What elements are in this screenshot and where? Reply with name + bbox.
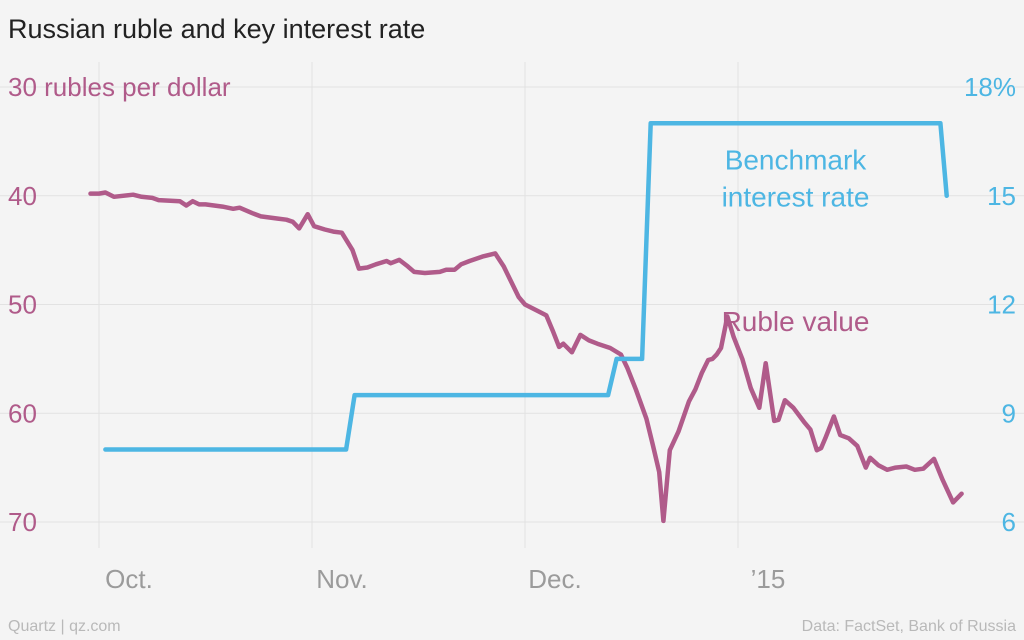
y-left-tick-label: 30 rubles per dollar [8,72,231,102]
x-tick-label: Dec. [528,564,581,594]
interest-rate-label-line1: Benchmark [725,145,868,176]
x-tick-label: ’15 [751,564,786,594]
y-left-tick-label: 60 [8,398,37,428]
ruble-value-line [88,190,964,524]
y-left-tick-label: 70 [8,507,37,537]
x-tick-label: Oct. [105,564,153,594]
x-tick-label: Nov. [316,564,368,594]
y-right-tick-label: 9 [1002,398,1016,428]
y-right-tick-label: 18% [964,72,1016,102]
interest-rate-line [103,121,949,452]
y-right-tick-label: 15 [987,181,1016,211]
y-right-tick-label: 6 [1002,507,1016,537]
interest-rate-label-line2: interest rate [722,182,870,213]
labels-layer: 30 rubles per dollar 40 50 60 70 18% 15 12 9 6 Oct… [8,72,1016,594]
chart-title: Russian ruble and key interest rate [8,14,426,44]
y-left-tick-label: 40 [8,181,37,211]
series-layer [88,121,964,524]
ruble-value-label: Ruble value [722,306,870,337]
grid [0,62,1024,548]
y-right-tick-label: 12 [987,290,1016,320]
footer-credit: Quartz | qz.com [8,618,121,635]
y-left-tick-label: 50 [8,290,37,320]
footer-source: Data: FactSet, Bank of Russia [801,618,1016,635]
